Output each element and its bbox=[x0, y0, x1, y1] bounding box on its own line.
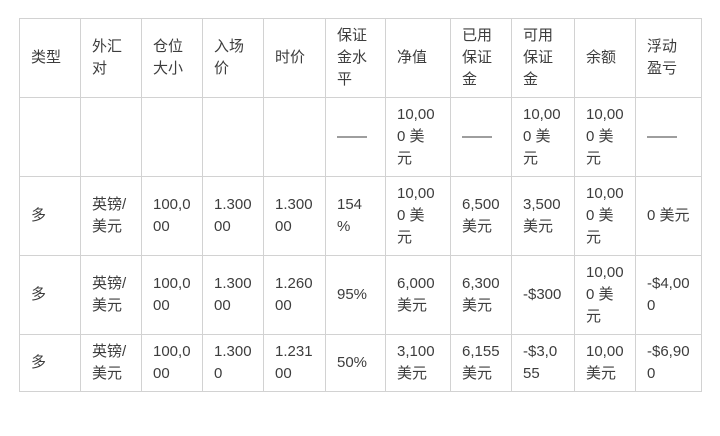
table-cell: 英镑/美元 bbox=[80, 255, 142, 335]
table-cell: 多 bbox=[19, 176, 81, 256]
table-cell: 英镑/美元 bbox=[80, 334, 142, 392]
table-cell: -$4,000 bbox=[635, 255, 702, 335]
table-cell: 6,300 美元 bbox=[450, 255, 512, 335]
table-row: —— 10,000 美元 —— 10,000 美元 10,000 美元 —— bbox=[19, 97, 702, 177]
table-cell bbox=[263, 97, 326, 177]
table-cell: 10,000 美元 bbox=[385, 97, 451, 177]
table-cell: 1.26000 bbox=[263, 255, 326, 335]
table-cell: 100,000 bbox=[141, 334, 203, 392]
table-cell: 0 美元 bbox=[635, 176, 702, 256]
column-header-balance: 余额 bbox=[574, 18, 636, 98]
table-cell: 6,000 美元 bbox=[385, 255, 451, 335]
table-cell: 50% bbox=[325, 334, 386, 392]
table-cell: 3,500 美元 bbox=[511, 176, 575, 256]
table-cell: —— bbox=[635, 97, 702, 177]
table-cell bbox=[141, 97, 203, 177]
table-cell: 100,000 bbox=[141, 176, 203, 256]
table-cell: 1.30000 bbox=[202, 176, 264, 256]
forex-margin-table: 类型 外汇对 仓位大小 入场价 时价 保证金水平 净值 已用保证金 可用保证金 … bbox=[19, 18, 702, 392]
column-header-free-margin: 可用保证金 bbox=[511, 18, 575, 98]
table-cell: 10,000 美元 bbox=[574, 176, 636, 256]
column-header-floating-pnl: 浮动盈亏 bbox=[635, 18, 702, 98]
column-header-currency-pair: 外汇对 bbox=[80, 18, 142, 98]
table-cell: 6,155 美元 bbox=[450, 334, 512, 392]
table-cell: —— bbox=[325, 97, 386, 177]
page-body: 类型 外汇对 仓位大小 入场价 时价 保证金水平 净值 已用保证金 可用保证金 … bbox=[19, 18, 702, 392]
column-header-margin-level: 保证金水平 bbox=[325, 18, 386, 98]
table-cell bbox=[19, 97, 81, 177]
table-cell: 1.30000 bbox=[263, 176, 326, 256]
table-row: 多 英镑/美元 100,000 1.30000 1.26000 95% 6,00… bbox=[19, 255, 702, 335]
column-header-entry-price: 入场价 bbox=[202, 18, 264, 98]
table-cell: 154% bbox=[325, 176, 386, 256]
table-cell: 3,100 美元 bbox=[385, 334, 451, 392]
table-cell: 10,000 美元 bbox=[574, 255, 636, 335]
table-cell: -$300 bbox=[511, 255, 575, 335]
table-cell: 多 bbox=[19, 255, 81, 335]
column-header-current-price: 时价 bbox=[263, 18, 326, 98]
table-cell: 10,000 美元 bbox=[511, 97, 575, 177]
column-header-position-size: 仓位大小 bbox=[141, 18, 203, 98]
table-cell: -$3,055 bbox=[511, 334, 575, 392]
table-cell: 英镑/美元 bbox=[80, 176, 142, 256]
table-cell: 1.30000 bbox=[202, 255, 264, 335]
table-cell: 6,500 美元 bbox=[450, 176, 512, 256]
table-cell: 10,000 美元 bbox=[385, 176, 451, 256]
column-header-type: 类型 bbox=[19, 18, 81, 98]
header-row: 类型 外汇对 仓位大小 入场价 时价 保证金水平 净值 已用保证金 可用保证金 … bbox=[19, 18, 702, 98]
table-cell: 多 bbox=[19, 334, 81, 392]
table-cell bbox=[80, 97, 142, 177]
table-cell: 10,000 美元 bbox=[574, 97, 636, 177]
table-cell: -$6,900 bbox=[635, 334, 702, 392]
table-row: 多 英镑/美元 100,000 1.30000 1.30000 154% 10,… bbox=[19, 176, 702, 256]
table-row: 多 英镑/美元 100,000 1.3000 1.23100 50% 3,100… bbox=[19, 334, 702, 392]
table-cell: 1.3000 bbox=[202, 334, 264, 392]
table-cell bbox=[202, 97, 264, 177]
table-cell: 10,00 美元 bbox=[574, 334, 636, 392]
table-cell: 100,000 bbox=[141, 255, 203, 335]
column-header-used-margin: 已用保证金 bbox=[450, 18, 512, 98]
table-cell: 95% bbox=[325, 255, 386, 335]
table-cell: —— bbox=[450, 97, 512, 177]
column-header-equity: 净值 bbox=[385, 18, 451, 98]
table-cell: 1.23100 bbox=[263, 334, 326, 392]
